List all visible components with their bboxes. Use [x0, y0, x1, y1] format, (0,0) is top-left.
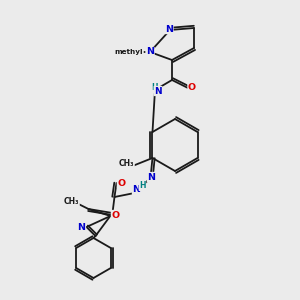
Text: methyl: methyl: [115, 49, 143, 55]
Text: N: N: [165, 25, 173, 34]
Text: N: N: [133, 185, 140, 194]
Text: N: N: [146, 47, 154, 56]
Text: O: O: [117, 178, 125, 188]
Text: N: N: [148, 172, 155, 182]
Text: N: N: [154, 86, 162, 95]
Text: O: O: [188, 82, 196, 91]
Text: N: N: [77, 223, 86, 232]
Text: H: H: [139, 182, 146, 190]
Text: CH₃: CH₃: [64, 196, 79, 206]
Text: CH₃: CH₃: [119, 160, 134, 169]
Text: H: H: [151, 83, 157, 92]
Text: O: O: [111, 211, 119, 220]
